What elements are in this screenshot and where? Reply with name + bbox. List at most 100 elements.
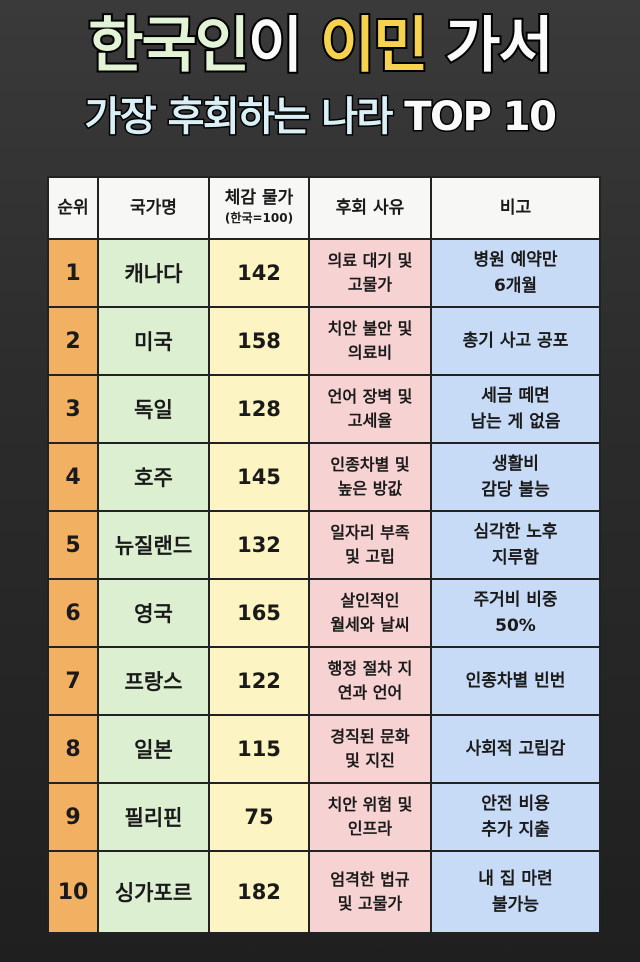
subtitle-top10: TOP 10 bbox=[403, 93, 559, 142]
price-cell: 158 bbox=[208, 306, 310, 376]
price-cell: 182 bbox=[208, 850, 310, 934]
rank-cell: 8 bbox=[47, 714, 99, 784]
note-cell-line: 50% bbox=[495, 616, 536, 636]
reason-cell-line: 언어 장벽 및 bbox=[327, 387, 413, 406]
reason-cell: 엄격한 법규 및 고물가 bbox=[308, 850, 432, 934]
note-cell-line: 생활비 bbox=[492, 454, 539, 474]
ranking-table: 순위 국가명 체감 물가 (한국=100) 후회 사유 비고 1 캐나다 142 의료 … bbox=[47, 176, 601, 934]
table-row: 10 싱가포르 182 엄격한 법규 및 고물가 내 집 마련 불가능 bbox=[47, 850, 601, 934]
note-cell-line: 인종차별 빈번 bbox=[465, 671, 566, 691]
price-cell: 165 bbox=[208, 578, 310, 648]
title-line-2: 가장 후회하는 나라 TOP 10 bbox=[0, 92, 640, 142]
country-cell: 프랑스 bbox=[97, 646, 210, 716]
price-cell: 145 bbox=[208, 442, 310, 512]
reason-cell-line: 인종차별 및 bbox=[330, 455, 410, 474]
reason-cell: 치안 불안 및 의료비 bbox=[308, 306, 432, 376]
rank-cell: 2 bbox=[47, 306, 99, 376]
header-note: 비고 bbox=[430, 176, 601, 240]
note-cell: 인종차별 빈번 bbox=[430, 646, 601, 716]
reason-cell-line: 및 고립 bbox=[345, 547, 395, 566]
header-price-sub: (한국=100) bbox=[224, 211, 294, 225]
title-part: 한국인 bbox=[86, 9, 252, 83]
title-part: 가서 bbox=[426, 9, 555, 83]
reason-cell-line: 월세와 날씨 bbox=[330, 615, 410, 634]
reason-cell-line: 고물가 bbox=[347, 275, 393, 294]
table-row: 1 캐나다 142 의료 대기 및 고물가 병원 예약만 6개월 bbox=[47, 238, 601, 308]
price-cell: 132 bbox=[208, 510, 310, 580]
header-rank: 순위 bbox=[47, 176, 99, 240]
note-cell: 안전 비용 추가 지출 bbox=[430, 782, 601, 852]
price-cell: 115 bbox=[208, 714, 310, 784]
note-cell: 총기 사고 공포 bbox=[430, 306, 601, 376]
table-row: 5 뉴질랜드 132 일자리 부족 및 고립 심각한 노후 지루함 bbox=[47, 510, 601, 580]
country-cell: 일본 bbox=[97, 714, 210, 784]
country-cell: 미국 bbox=[97, 306, 210, 376]
header-price-label: 체감 물가 bbox=[224, 188, 294, 208]
table-row: 4 호주 145 인종차별 및 높은 방값 생활비 감당 불능 bbox=[47, 442, 601, 512]
note-cell-line: 지루함 bbox=[492, 548, 539, 568]
note-cell-line: 심각한 노후 bbox=[473, 522, 558, 542]
country-cell: 싱가포르 bbox=[97, 850, 210, 934]
title-part: 이 bbox=[246, 9, 320, 83]
reason-cell-line: 높은 방값 bbox=[337, 479, 403, 498]
note-cell-line: 총기 사고 공포 bbox=[462, 331, 569, 351]
subtitle-part: 가장 후회하는 나라 bbox=[83, 93, 405, 142]
note-cell-line: 추가 지출 bbox=[481, 820, 550, 840]
table-row: 6 영국 165 살인적인 월세와 날씨 주거비 비중 50% bbox=[47, 578, 601, 648]
note-cell-line: 내 집 마련 bbox=[478, 869, 553, 889]
reason-cell-line: 엄격한 법규 bbox=[330, 870, 410, 889]
rank-cell: 5 bbox=[47, 510, 99, 580]
reason-cell-line: 인프라 bbox=[347, 819, 393, 838]
price-cell: 122 bbox=[208, 646, 310, 716]
rank-cell: 3 bbox=[47, 374, 99, 444]
reason-cell-line: 고세율 bbox=[347, 411, 393, 430]
note-cell: 사회적 고립감 bbox=[430, 714, 601, 784]
note-cell-line: 6개월 bbox=[493, 276, 538, 296]
price-cell: 142 bbox=[208, 238, 310, 308]
rank-cell: 9 bbox=[47, 782, 99, 852]
rank-cell: 1 bbox=[47, 238, 99, 308]
note-cell-line: 세금 떼면 bbox=[481, 386, 550, 406]
rank-cell: 10 bbox=[47, 850, 99, 934]
table-row: 8 일본 115 경직된 문화 및 지진 사회적 고립감 bbox=[47, 714, 601, 784]
reason-cell-line: 의료 대기 및 bbox=[327, 251, 413, 270]
country-cell: 호주 bbox=[97, 442, 210, 512]
country-cell: 필리핀 bbox=[97, 782, 210, 852]
reason-cell-line: 치안 불안 및 bbox=[327, 319, 413, 338]
reason-cell-line: 연과 언어 bbox=[337, 683, 403, 702]
reason-cell-line: 치안 위험 및 bbox=[327, 795, 413, 814]
note-cell-line: 불가능 bbox=[492, 895, 539, 915]
price-cell: 128 bbox=[208, 374, 310, 444]
header-country: 국가명 bbox=[97, 176, 210, 240]
reason-cell-line: 일자리 부족 bbox=[330, 523, 410, 542]
table-row: 7 프랑스 122 행정 절차 지 연과 언어 인종차별 빈번 bbox=[47, 646, 601, 716]
note-cell: 생활비 감당 불능 bbox=[430, 442, 601, 512]
title-highlight: 이민 bbox=[318, 9, 430, 83]
reason-cell-line: 살인적인 bbox=[340, 591, 400, 610]
reason-cell-line: 및 지진 bbox=[345, 751, 395, 770]
country-cell: 캐나다 bbox=[97, 238, 210, 308]
price-cell: 75 bbox=[208, 782, 310, 852]
table-row: 9 필리핀 75 치안 위험 및 인프라 안전 비용 추가 지출 bbox=[47, 782, 601, 852]
note-cell: 병원 예약만 6개월 bbox=[430, 238, 601, 308]
rank-cell: 6 bbox=[47, 578, 99, 648]
table-row: 3 독일 128 언어 장벽 및 고세율 세금 떼면 남는 게 없음 bbox=[47, 374, 601, 444]
note-cell-line: 병원 예약만 bbox=[473, 250, 558, 270]
reason-cell-line: 경직된 문화 bbox=[330, 727, 410, 746]
note-cell: 주거비 비중 50% bbox=[430, 578, 601, 648]
country-cell: 영국 bbox=[97, 578, 210, 648]
note-cell-line: 남는 게 없음 bbox=[470, 412, 561, 432]
header-reason: 후회 사유 bbox=[308, 176, 432, 240]
reason-cell-line: 행정 절차 지 bbox=[327, 659, 413, 678]
